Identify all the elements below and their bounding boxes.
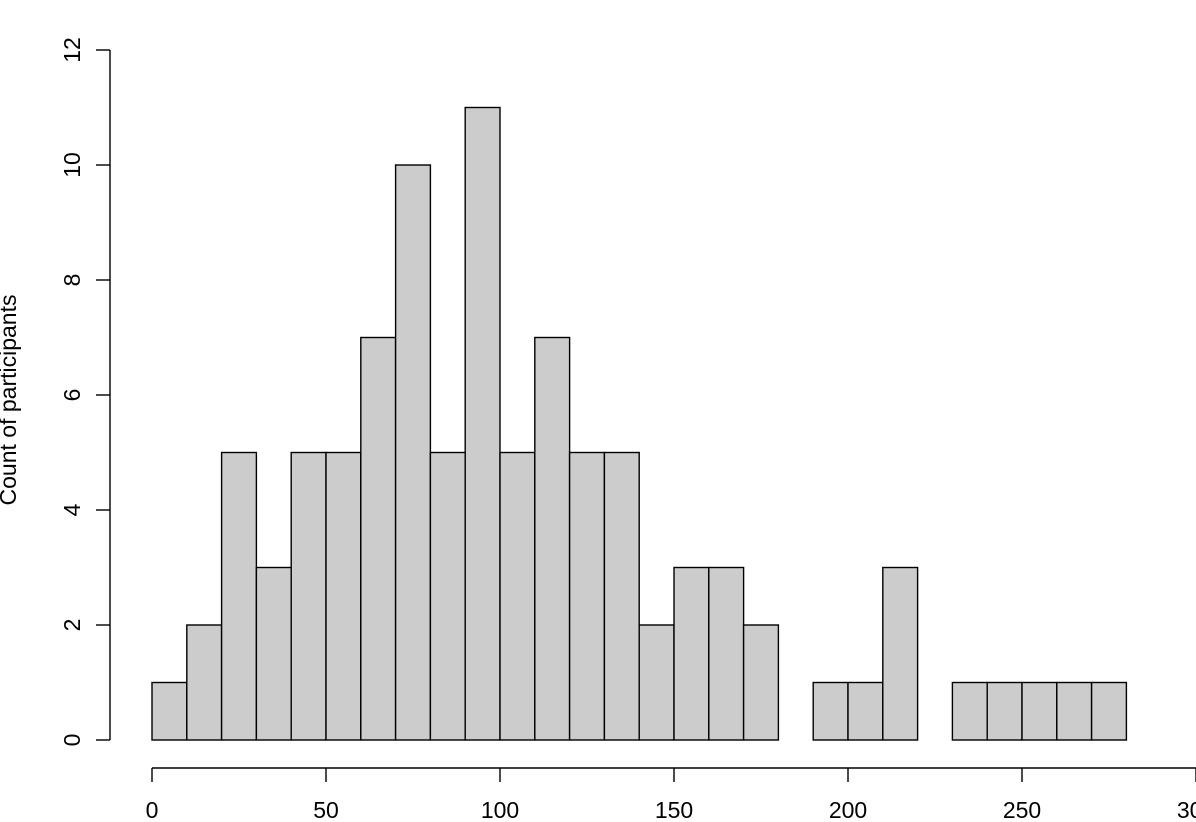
histogram-bar-0-10 [151, 681, 188, 741]
histogram-bar-100-110 [499, 451, 536, 741]
histogram-bar-260-270 [1056, 681, 1093, 741]
histogram-bar-270-280 [1090, 681, 1128, 741]
histogram-bar-130-140 [603, 451, 640, 741]
bars-layer [151, 106, 1128, 741]
histogram-bar-60-70 [360, 336, 397, 741]
histogram-bar-20-30 [220, 451, 258, 741]
histogram-bar-230-240 [951, 681, 988, 741]
x-tick-label-300: 300 [1177, 797, 1196, 822]
y-tick-label-4: 4 [59, 503, 85, 516]
x-tick-label-0: 0 [146, 797, 159, 822]
x-tick-label-50: 50 [313, 797, 339, 822]
histogram-bar-50-60 [325, 451, 362, 741]
x-tick-label-100: 100 [481, 797, 519, 822]
x-tick-label-250: 250 [1003, 797, 1041, 822]
y-tick-label-2: 2 [59, 619, 85, 632]
histogram-bar-10-20 [186, 624, 223, 741]
histogram-bar-120-130 [568, 451, 606, 741]
histogram-bar-70-80 [394, 164, 432, 741]
histogram-bar-150-160 [673, 566, 710, 741]
y-tick-label-12: 12 [59, 37, 85, 63]
histogram-bar-30-40 [255, 566, 292, 741]
x-tick-label-200: 200 [829, 797, 867, 822]
histogram-bar-200-210 [847, 681, 884, 741]
y-tick-label-6: 6 [59, 389, 85, 402]
histogram-bar-90-100 [464, 106, 501, 741]
histogram-bar-210-220 [882, 566, 919, 741]
histogram-bar-140-150 [638, 624, 675, 741]
x-tick-label-150: 150 [655, 797, 693, 822]
histogram-bar-240-250 [986, 681, 1023, 741]
histogram-bar-110-120 [534, 336, 571, 741]
y-tick-label-10: 10 [59, 152, 85, 178]
histogram-bar-160-170 [708, 566, 745, 741]
y-tick-label-0: 0 [59, 734, 85, 747]
y-axis: 0 2 4 6 8 10 12 [59, 37, 111, 747]
histogram-bar-250-260 [1021, 681, 1058, 741]
histogram-bar-40-50 [290, 451, 327, 741]
histogram-bar-80-90 [429, 451, 466, 741]
y-tick-label-8: 8 [59, 274, 85, 287]
x-axis: 0 50 100 150 200 250 300 [146, 767, 1196, 822]
histogram-bar-190-200 [812, 681, 849, 741]
histogram-bar-170-180 [742, 624, 780, 741]
y-axis-title: Count of participants [0, 295, 21, 506]
